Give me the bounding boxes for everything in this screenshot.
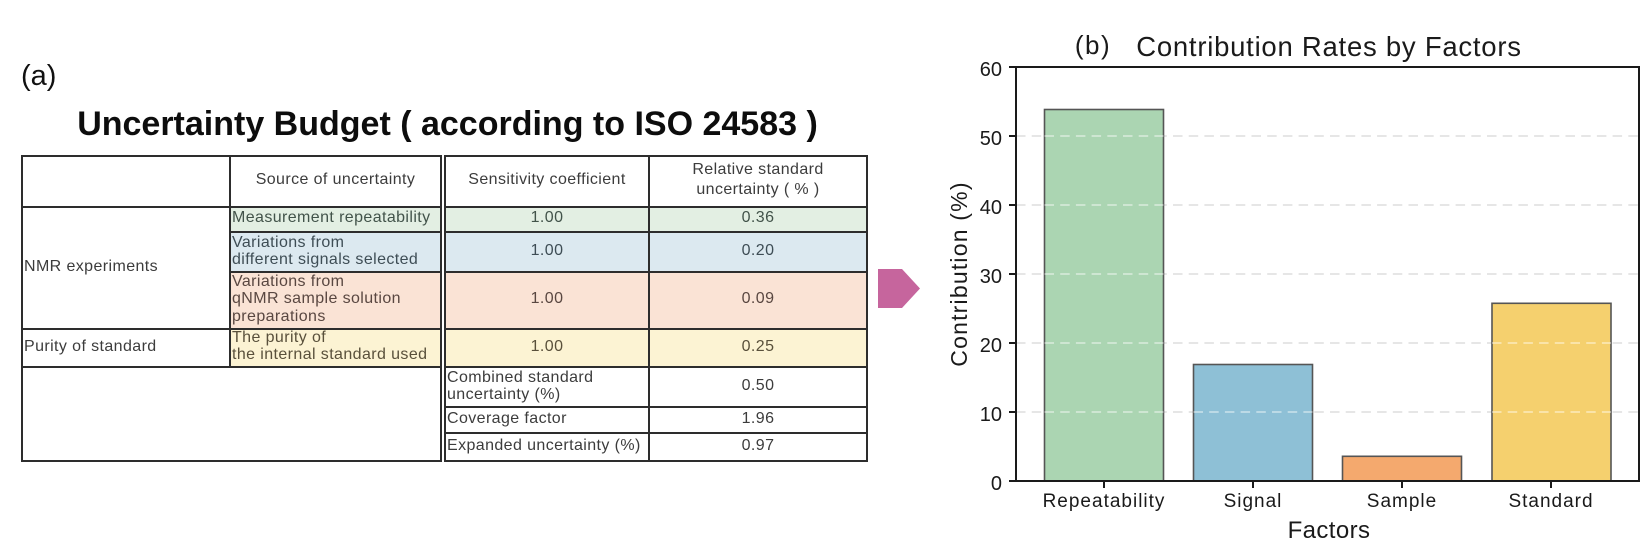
svg-text:0: 0 (991, 473, 1002, 495)
svg-text:Signal: Signal (1224, 491, 1283, 512)
svg-text:Contribution (%): Contribution (%) (946, 181, 972, 366)
svg-text:50: 50 (980, 128, 1002, 150)
svg-text:40: 40 (980, 197, 1002, 219)
svg-text:Contribution Rates by Factors: Contribution Rates by Factors (1136, 31, 1522, 62)
svg-text:Sample: Sample (1367, 491, 1437, 512)
svg-text:Factors: Factors (1288, 517, 1371, 544)
svg-text:20: 20 (980, 335, 1002, 357)
svg-text:10: 10 (980, 404, 1002, 426)
svg-text:Standard: Standard (1508, 491, 1593, 512)
svg-text:30: 30 (980, 266, 1002, 288)
svg-text:(b): (b) (1075, 30, 1111, 60)
svg-text:Repeatability: Repeatability (1043, 491, 1166, 512)
svg-text:60: 60 (980, 59, 1002, 81)
